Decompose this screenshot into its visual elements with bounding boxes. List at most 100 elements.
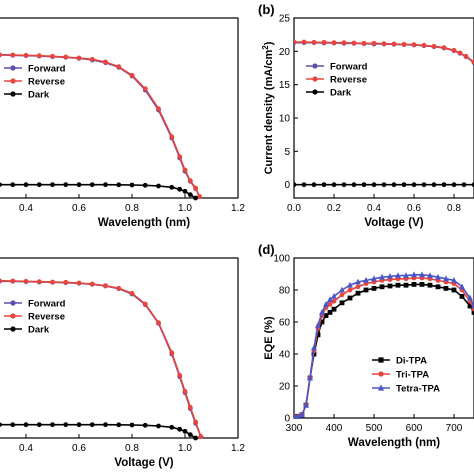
data-point <box>364 288 369 293</box>
legend-entry: Dark <box>28 90 50 101</box>
data-point <box>402 42 407 47</box>
legend-marker <box>10 78 15 83</box>
data-point <box>199 434 204 439</box>
data-point <box>302 182 307 187</box>
data-point <box>50 54 55 59</box>
panel-label: (d) <box>258 242 275 257</box>
data-point <box>77 182 82 187</box>
y-axis-label: Current density (mA/cm2) <box>261 41 275 174</box>
data-point <box>37 53 42 58</box>
data-point <box>50 182 55 187</box>
data-point <box>392 182 397 187</box>
x-tick-label: 0.6 <box>72 203 86 214</box>
data-point <box>380 284 385 289</box>
data-point <box>342 40 347 45</box>
data-point <box>444 286 449 291</box>
data-point <box>143 423 148 428</box>
legend-entry: Forward <box>330 62 368 73</box>
legend-entry: Di-TPA <box>396 356 427 367</box>
x-axis-label: Voltage (V) <box>114 457 173 469</box>
legend-entry: Reverse <box>330 75 367 86</box>
legend-marker <box>10 91 15 96</box>
x-axis-label: Voltage (V) <box>364 217 423 229</box>
data-point <box>63 182 68 187</box>
data-point <box>188 178 193 183</box>
x-tick-label: 700 <box>446 423 463 434</box>
data-point <box>143 86 148 91</box>
x-tick-label: 300 <box>286 423 303 434</box>
data-point <box>24 182 29 187</box>
legend-marker <box>378 371 383 376</box>
legend: Di-TPATri-TPATetra-TPA <box>372 356 440 395</box>
data-point <box>332 182 337 187</box>
panel-a: 0.4 0.6 0.8 1.0 1.2 Wavelength (nm) Forward Rev… <box>0 18 245 229</box>
series-line <box>0 54 200 197</box>
data-point <box>0 182 2 187</box>
data-point <box>116 422 121 427</box>
data-point <box>116 182 121 187</box>
data-point <box>90 57 95 62</box>
legend-entry: Tetra-TPA <box>396 384 440 395</box>
data-point <box>130 73 135 78</box>
data-point <box>356 291 361 296</box>
x-axis-label: Wavelength (nm) <box>98 217 190 229</box>
legend: Forward Reverse Dark <box>306 62 368 99</box>
data-point <box>177 427 182 432</box>
data-point <box>404 283 409 288</box>
data-point <box>312 182 317 187</box>
series-tetra-tpa <box>291 271 474 418</box>
y-tick-label: 15 <box>279 80 291 91</box>
y-axis-label-text: EQE (%) <box>263 316 275 360</box>
y-tick-label: 20 <box>279 382 291 393</box>
data-point <box>0 422 2 427</box>
data-point <box>388 284 393 289</box>
legend-marker <box>312 63 317 68</box>
data-point <box>169 425 174 430</box>
data-point <box>143 183 148 188</box>
data-point <box>37 422 42 427</box>
x-tick-label: 0.2 <box>327 203 341 214</box>
data-point <box>352 41 357 46</box>
data-point <box>130 423 135 428</box>
panel-d: 300 400 500 600 700 0 20 40 60 80 100 Wavelength (n… <box>258 242 474 449</box>
y-axis-label-text: Current density (mA/cm <box>263 50 275 175</box>
data-point <box>0 52 2 57</box>
y-tick-label: 100 <box>273 254 290 265</box>
legend-marker <box>312 89 317 94</box>
data-point <box>362 182 367 187</box>
data-point <box>412 182 417 187</box>
data-point <box>348 288 353 293</box>
data-point <box>452 182 457 187</box>
data-point <box>292 40 297 45</box>
data-point <box>302 40 307 45</box>
x-tick-label: 500 <box>366 423 383 434</box>
data-point <box>464 54 469 59</box>
data-point <box>130 291 135 296</box>
x-tick-label: 0.4 <box>19 443 33 454</box>
data-point <box>183 189 188 194</box>
x-tick-label: 600 <box>406 423 423 434</box>
data-point <box>63 280 68 285</box>
data-point <box>10 279 15 284</box>
y-tick-label: 80 <box>279 286 291 297</box>
data-point <box>396 283 401 288</box>
y-tick-label: 0 <box>284 180 290 191</box>
data-point <box>116 64 121 69</box>
data-point <box>392 42 397 47</box>
legend-entry: Reverse <box>28 77 65 88</box>
data-point <box>436 284 441 289</box>
data-point <box>90 282 95 287</box>
data-point <box>130 183 135 188</box>
data-point <box>362 41 367 46</box>
data-point <box>432 44 437 49</box>
data-point <box>342 182 347 187</box>
data-point <box>422 182 427 187</box>
data-point <box>143 302 148 307</box>
legend-marker <box>10 326 15 331</box>
y-axis-label: EQE (%) <box>263 316 275 360</box>
data-point <box>156 320 161 325</box>
data-point <box>193 436 198 441</box>
x-tick-label: 1.2 <box>231 203 245 214</box>
data-point <box>332 40 337 45</box>
